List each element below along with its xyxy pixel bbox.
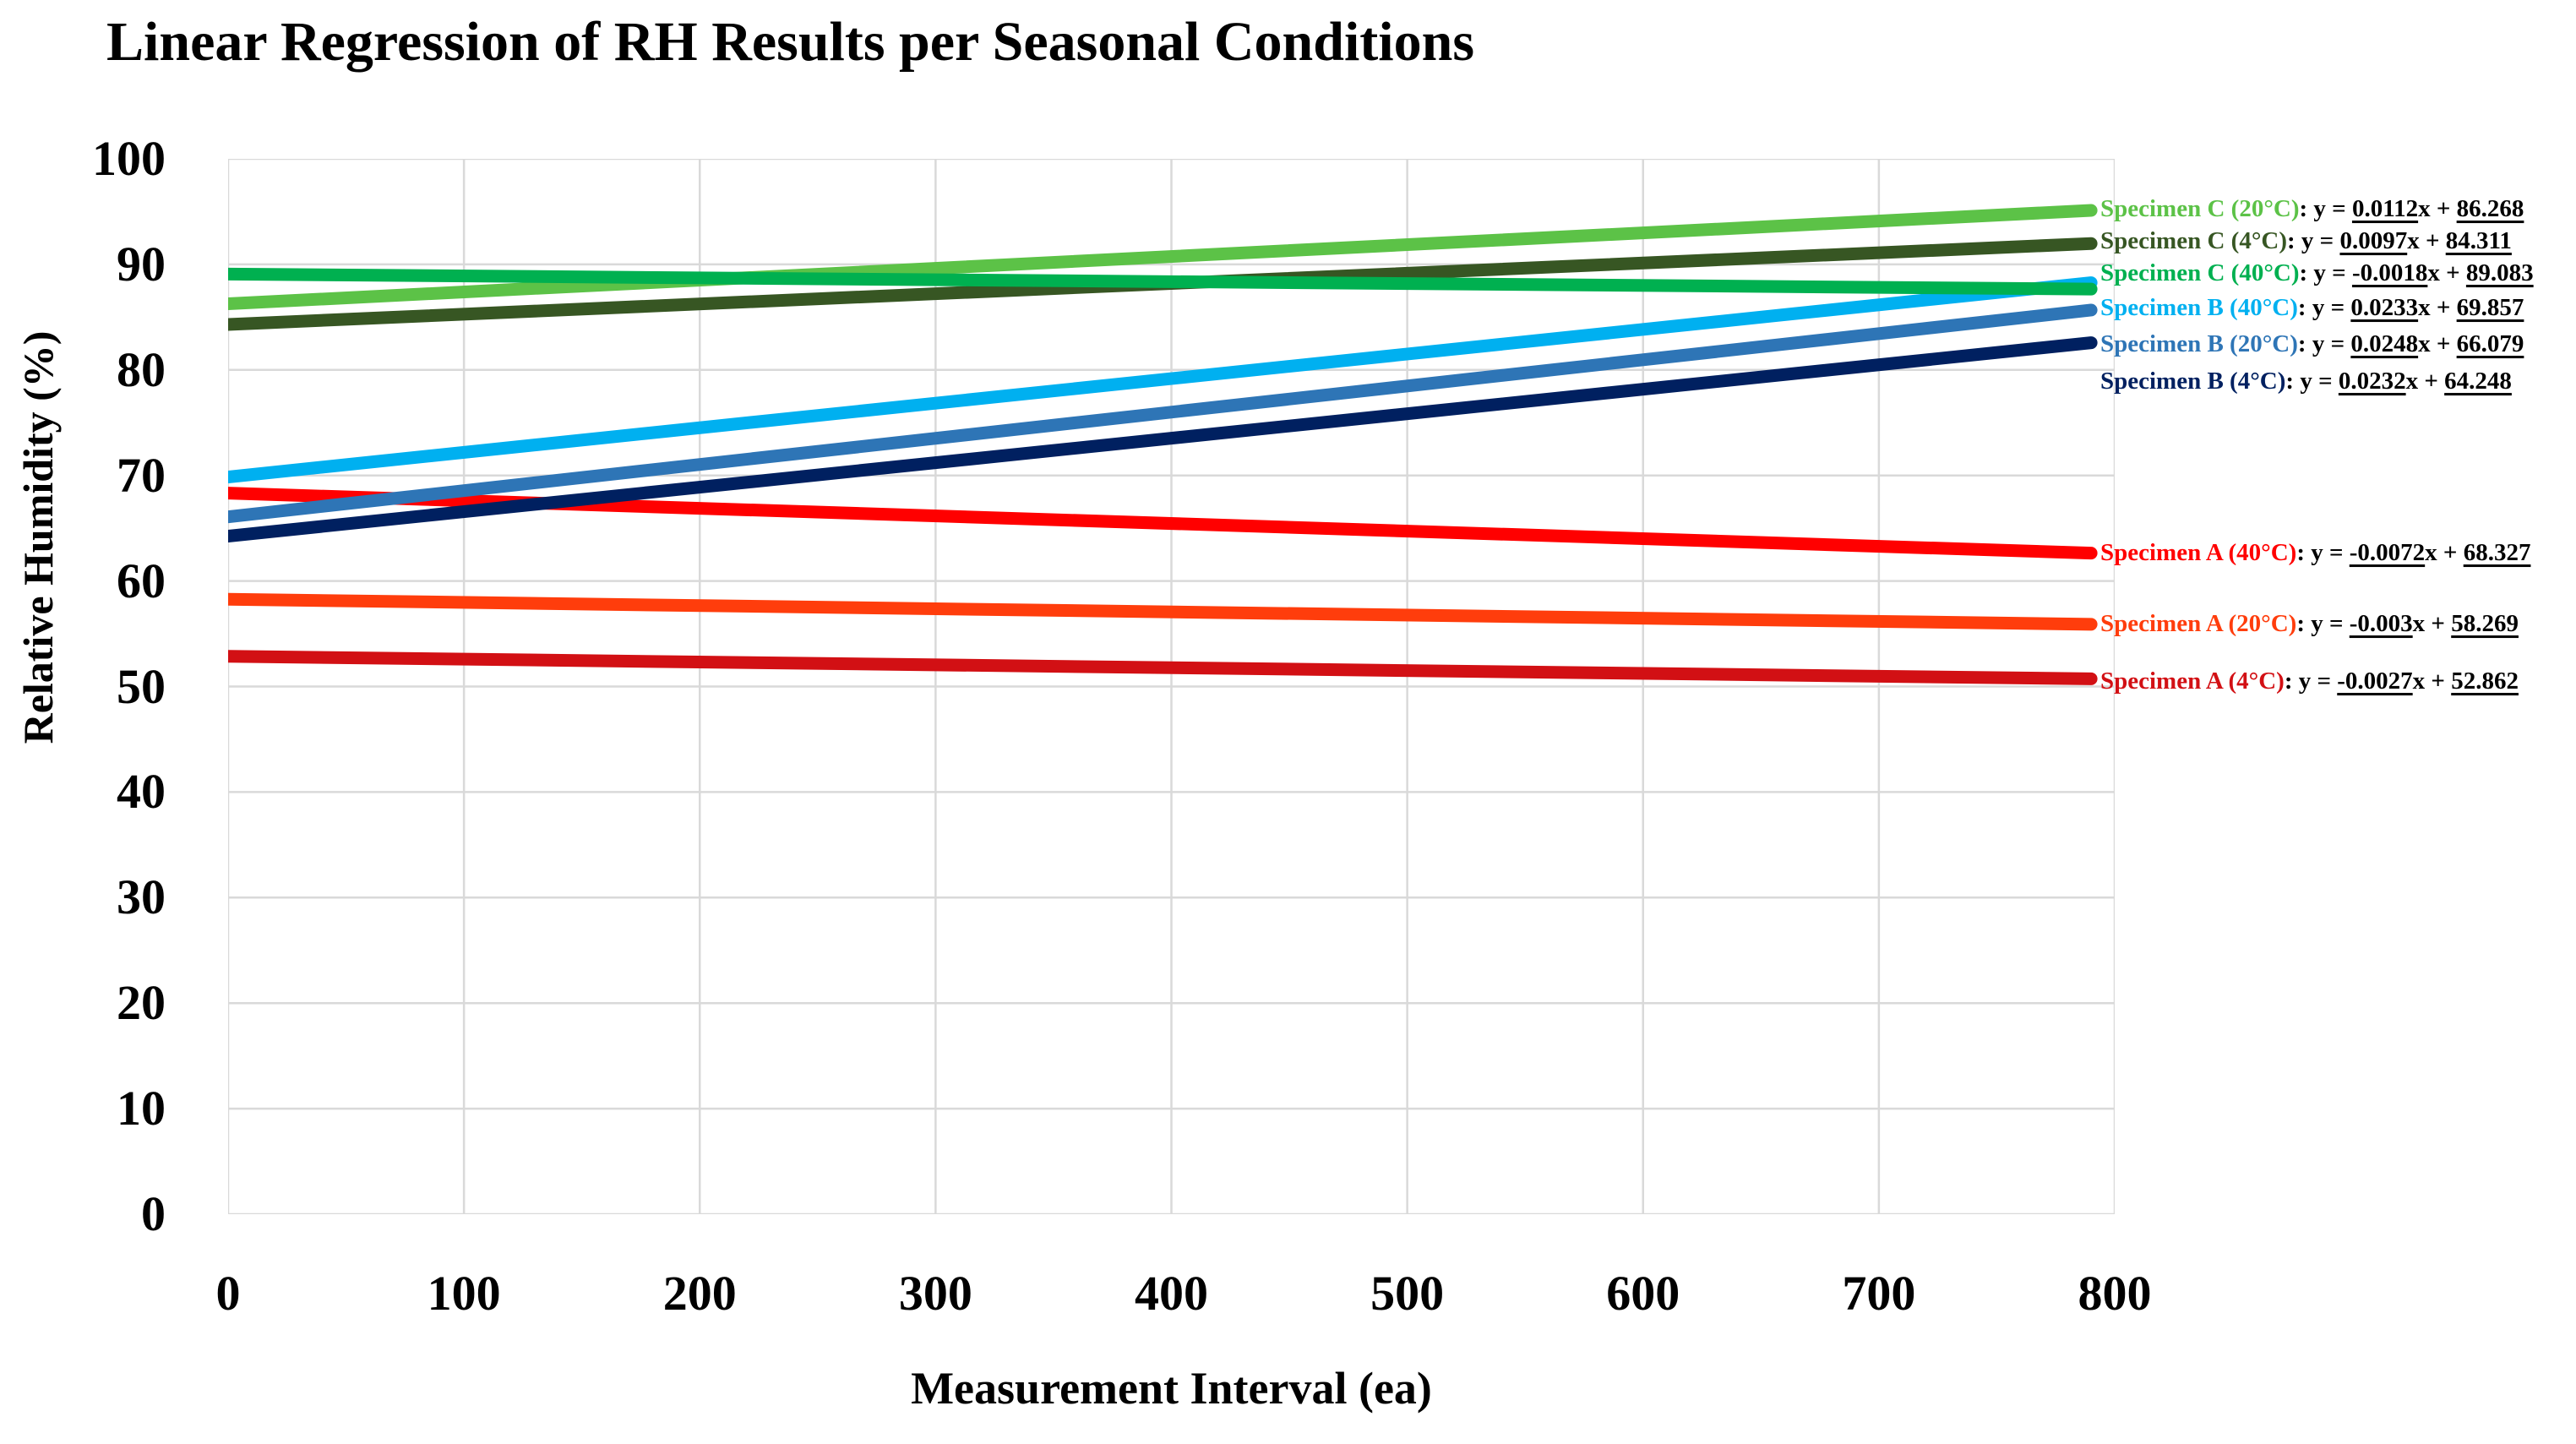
series-line-specimen-a-4-c <box>228 650 2098 685</box>
legend-entry-specimen-c-40-c: Specimen C (40°C): y = -0.0018x + 89.083 <box>2100 259 2534 287</box>
plot-gridlines <box>228 159 2115 1214</box>
legend-series-label: Specimen B (4°C) <box>2100 368 2286 395</box>
legend-equation: : y = 0.0232x + 64.248 <box>2285 368 2512 395</box>
legend-series-label: Specimen C (4°C) <box>2100 227 2288 255</box>
y-tick-label: 50 <box>117 658 166 714</box>
series-line-specimen-c-20-c <box>228 204 2098 311</box>
legend-equation: : y = 0.0097x + 84.311 <box>2287 227 2512 255</box>
legend-entry-specimen-c-20-c: Specimen C (20°C): y = 0.0112x + 86.268 <box>2100 195 2524 223</box>
x-tick-label: 100 <box>427 1266 501 1321</box>
y-tick-label: 100 <box>92 131 166 186</box>
series-line-specimen-b-4-c <box>228 336 2098 543</box>
legend-equation: : y = -0.0027x + 52.862 <box>2284 668 2519 695</box>
legend-equation: : y = -0.003x + 58.269 <box>2296 610 2519 638</box>
y-tick-label: 80 <box>117 341 166 397</box>
y-tick-label: 0 <box>141 1186 166 1241</box>
legend-entry-specimen-b-20-c: Specimen B (20°C): y = 0.0248x + 66.079 <box>2100 330 2524 358</box>
series-line-specimen-b-20-c <box>228 303 2098 524</box>
y-tick-label: 40 <box>117 764 166 820</box>
legend-equation: : y = 0.0248x + 66.079 <box>2297 330 2524 358</box>
legend-series-label: Specimen B (40°C) <box>2100 294 2298 322</box>
x-tick-label: 400 <box>1135 1266 1208 1321</box>
y-axis-title: Relative Humidity (%) <box>14 330 62 744</box>
legend-entry-specimen-c-4-c: Specimen C (4°C): y = 0.0097x + 84.311 <box>2100 227 2512 255</box>
legend-series-label: Specimen B (20°C) <box>2100 330 2298 358</box>
x-axis-title: Measurement Interval (ea) <box>911 1363 1432 1414</box>
y-tick-label: 30 <box>117 869 166 925</box>
series-line-specimen-a-20-c <box>228 592 2098 631</box>
legend-equation: : y = -0.0072x + 68.327 <box>2296 539 2531 567</box>
legend-equation: : y = 0.0233x + 69.857 <box>2297 294 2524 322</box>
legend-series-label: Specimen C (40°C) <box>2100 259 2300 287</box>
x-tick-label: 700 <box>1842 1266 1916 1321</box>
legend-entry-specimen-a-4-c: Specimen A (4°C): y = -0.0027x + 52.862 <box>2100 668 2519 695</box>
y-tick-label: 90 <box>117 236 166 292</box>
y-tick-label: 20 <box>117 975 166 1031</box>
chart-title: Linear Regression of RH Results per Seas… <box>106 11 1474 73</box>
x-tick-label: 800 <box>2078 1266 2152 1321</box>
legend-equation: : y = 0.0112x + 86.268 <box>2299 195 2524 223</box>
legend-series-label: Specimen A (4°C) <box>2100 668 2285 695</box>
legend-series-label: Specimen A (40°C) <box>2100 539 2297 567</box>
legend-series-label: Specimen A (20°C) <box>2100 610 2297 638</box>
y-tick-label: 60 <box>117 553 166 608</box>
x-tick-label: 600 <box>1606 1266 1680 1321</box>
legend-equation: : y = -0.0018x + 89.083 <box>2299 259 2534 287</box>
legend-entry-specimen-a-20-c: Specimen A (20°C): y = -0.003x + 58.269 <box>2100 610 2519 638</box>
legend-entry-specimen-b-4-c: Specimen B (4°C): y = 0.0232x + 64.248 <box>2100 368 2512 395</box>
x-tick-label: 500 <box>1370 1266 1445 1321</box>
x-tick-label: 200 <box>662 1266 737 1321</box>
y-tick-label: 70 <box>117 447 166 503</box>
legend-entry-specimen-a-40-c: Specimen A (40°C): y = -0.0072x + 68.327 <box>2100 539 2531 567</box>
series-line-specimen-b-40-c <box>228 276 2098 483</box>
x-tick-label: 300 <box>898 1266 972 1321</box>
plot-area <box>228 159 2115 1214</box>
x-tick-label: 0 <box>215 1266 241 1321</box>
legend-series-label: Specimen C (20°C) <box>2100 195 2300 223</box>
legend-entry-specimen-b-40-c: Specimen B (40°C): y = 0.0233x + 69.857 <box>2100 294 2524 322</box>
y-tick-label: 10 <box>117 1081 166 1136</box>
series-line-specimen-c-40-c <box>228 267 2098 296</box>
